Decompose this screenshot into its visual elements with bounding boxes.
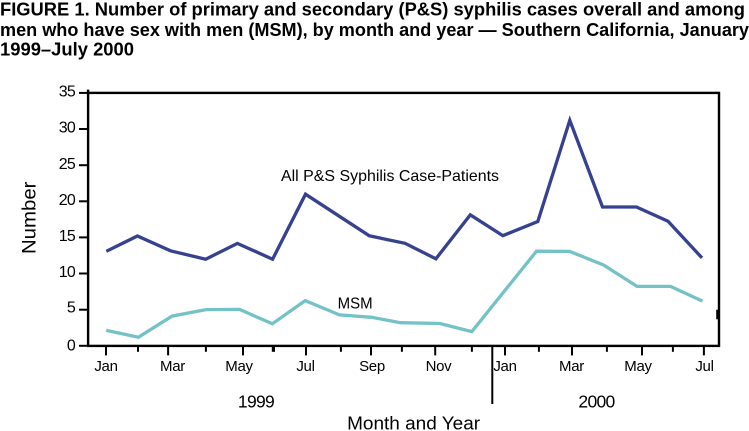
svg-text:Nov: Nov (426, 358, 453, 375)
svg-text:5: 5 (67, 300, 76, 317)
svg-text:May: May (225, 358, 253, 375)
svg-text:15: 15 (59, 228, 76, 245)
svg-text:25: 25 (59, 156, 76, 173)
svg-text:1999: 1999 (238, 392, 274, 412)
svg-text:Mar: Mar (160, 358, 185, 375)
svg-text:Sep: Sep (359, 358, 385, 375)
svg-text:10: 10 (59, 264, 76, 281)
svg-text:FIGURE 1. Number of primary an: FIGURE 1. Number of primary and secondar… (0, 0, 745, 20)
svg-text:All P&S Syphilis Case-Patients: All P&S Syphilis Case-Patients (281, 168, 499, 185)
svg-text:Number: Number (19, 181, 41, 254)
svg-text:Jan: Jan (94, 358, 117, 375)
svg-text:May: May (624, 358, 652, 375)
svg-text:Jul: Jul (296, 358, 314, 375)
svg-text:2000: 2000 (578, 392, 615, 412)
svg-text:0: 0 (67, 337, 76, 354)
svg-text:Jan: Jan (493, 358, 516, 375)
svg-text:Jul: Jul (695, 358, 713, 375)
svg-text:30: 30 (59, 120, 76, 137)
svg-text:MSM: MSM (338, 296, 373, 313)
svg-text:Mar: Mar (559, 358, 584, 375)
svg-text:men who have sex with men (MSM: men who have sex with men (MSM), by mont… (0, 20, 749, 40)
svg-text:20: 20 (59, 192, 76, 209)
svg-text:1999–July 2000: 1999–July 2000 (0, 40, 134, 60)
svg-text:Month and Year: Month and Year (347, 414, 480, 431)
svg-text:35: 35 (59, 84, 76, 101)
